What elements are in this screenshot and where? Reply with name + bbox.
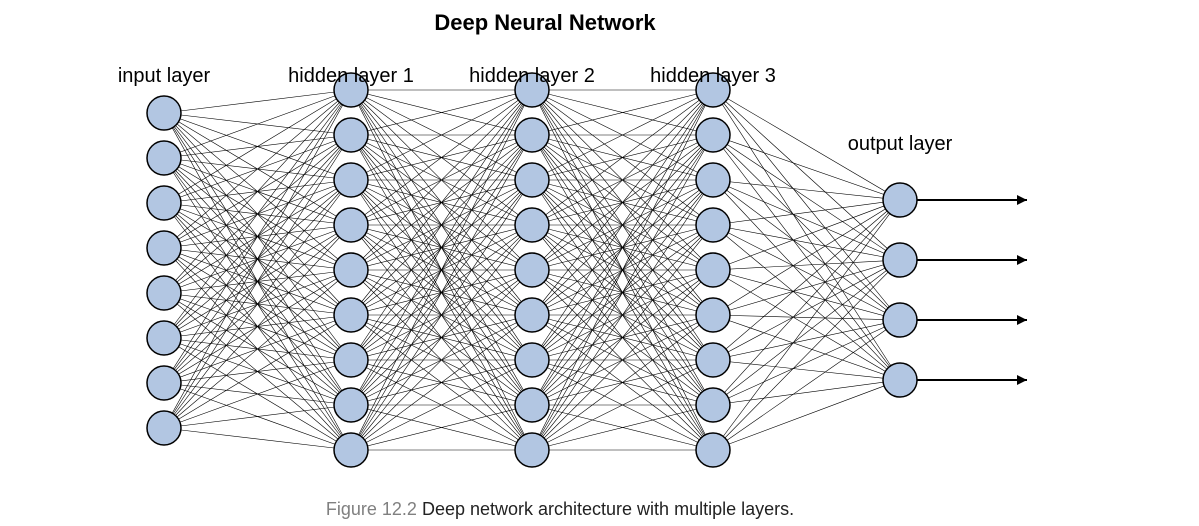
- node-l0-n1: [147, 141, 181, 175]
- node-l0-n0: [147, 96, 181, 130]
- node-l2-n3: [515, 208, 549, 242]
- node-l0-n5: [147, 321, 181, 355]
- node-l1-n8: [334, 433, 368, 467]
- node-l0-n3: [147, 231, 181, 265]
- node-l0-n6: [147, 366, 181, 400]
- node-l3-n4: [696, 253, 730, 287]
- node-l1-n5: [334, 298, 368, 332]
- node-l1-n6: [334, 343, 368, 377]
- node-l2-n1: [515, 118, 549, 152]
- node-l4-n1: [883, 243, 917, 277]
- layer-label-0: input layer: [118, 65, 211, 87]
- layer-label-1: hidden layer 1: [288, 65, 414, 87]
- layer-label-3: hidden layer 3: [650, 65, 776, 87]
- node-l0-n2: [147, 186, 181, 220]
- node-l2-n6: [515, 343, 549, 377]
- node-l3-n8: [696, 433, 730, 467]
- node-l2-n7: [515, 388, 549, 422]
- output-arrows: [917, 200, 1027, 380]
- node-l0-n4: [147, 276, 181, 310]
- node-l4-n0: [883, 183, 917, 217]
- node-l2-n4: [515, 253, 549, 287]
- node-l1-n3: [334, 208, 368, 242]
- figure-caption: Figure 12.2 Deep network architecture wi…: [326, 499, 794, 519]
- node-l3-n1: [696, 118, 730, 152]
- node-l2-n8: [515, 433, 549, 467]
- node-l3-n2: [696, 163, 730, 197]
- node-l3-n3: [696, 208, 730, 242]
- layer-label-4: output layer: [848, 133, 953, 155]
- node-l3-n6: [696, 343, 730, 377]
- node-l4-n3: [883, 363, 917, 397]
- node-l2-n5: [515, 298, 549, 332]
- node-l0-n7: [147, 411, 181, 445]
- node-l3-n5: [696, 298, 730, 332]
- node-l2-n2: [515, 163, 549, 197]
- node-l1-n2: [334, 163, 368, 197]
- node-l3-n7: [696, 388, 730, 422]
- node-l1-n1: [334, 118, 368, 152]
- diagram-title: Deep Neural Network: [434, 10, 656, 35]
- node-l4-n2: [883, 303, 917, 337]
- node-l1-n7: [334, 388, 368, 422]
- layer-label-2: hidden layer 2: [469, 65, 595, 87]
- node-l1-n4: [334, 253, 368, 287]
